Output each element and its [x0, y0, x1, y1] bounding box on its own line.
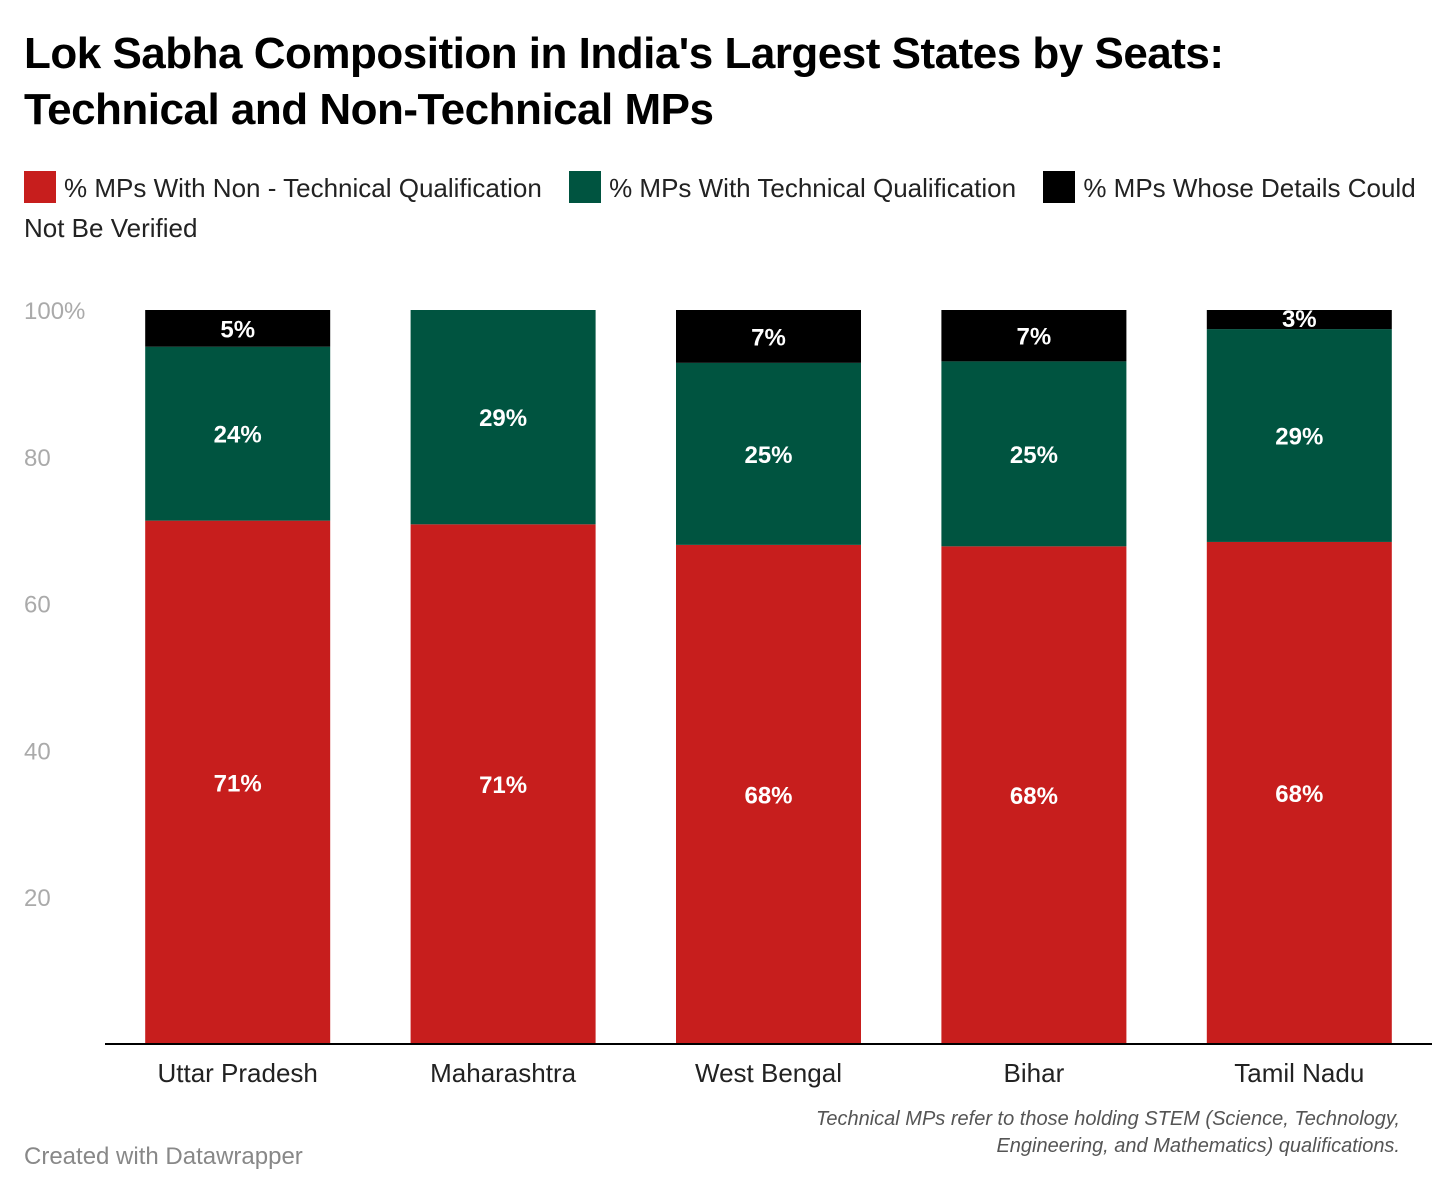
bar-segment	[1206, 310, 1392, 330]
legend-item-technical: % MPs With Technical Qualification	[569, 171, 1017, 203]
bar-segment	[410, 310, 596, 525]
x-tick-label: Uttar Pradesh	[157, 1058, 317, 1088]
data-label: 71%	[214, 770, 262, 797]
data-label: 25%	[744, 442, 792, 469]
x-tick-label: Maharashtra	[430, 1058, 576, 1088]
x-tick-label: Tamil Nadu	[1234, 1058, 1364, 1088]
legend-swatch	[569, 171, 602, 203]
data-label: 68%	[1010, 783, 1058, 810]
chart-title: Lok Sabha Composition in India's Largest…	[24, 29, 1224, 134]
legend-label: % MPs With Technical Qualification	[609, 173, 1017, 203]
bar-segment	[676, 362, 861, 545]
data-label: 24%	[214, 422, 262, 449]
legend-swatch	[1043, 171, 1076, 203]
footnote-line: Technical MPs refer to those holding STE…	[815, 1108, 1400, 1130]
bar-segment	[145, 520, 331, 1044]
bar-segment	[410, 524, 596, 1044]
y-tick-label: 60	[24, 592, 51, 619]
data-label: 71%	[479, 772, 527, 799]
bar-segment	[676, 544, 861, 1044]
x-tick-label: West Bengal	[695, 1058, 842, 1088]
bar-segment	[941, 310, 1127, 362]
bar-segment	[145, 346, 331, 521]
data-label: 68%	[744, 782, 792, 809]
data-label: 68%	[1275, 781, 1323, 808]
data-label: 29%	[479, 405, 527, 432]
data-label: 7%	[1017, 324, 1052, 351]
data-label: 5%	[220, 316, 255, 343]
bar-segment	[941, 361, 1127, 547]
data-label: 29%	[1275, 424, 1323, 451]
bar-segment	[1206, 541, 1392, 1044]
footnote-line: Engineering, and Mathematics) qualificat…	[996, 1135, 1400, 1157]
y-tick-label: 20	[24, 885, 51, 912]
legend-label: % MPs With Non - Technical Qualification	[64, 173, 542, 203]
data-label: 7%	[751, 324, 786, 351]
data-label: 3%	[1282, 306, 1317, 333]
bar-segment	[145, 310, 331, 347]
credit: Created with Datawrapper	[24, 1143, 303, 1170]
bar-segment	[1206, 329, 1392, 542]
x-tick-label: Bihar	[1004, 1058, 1065, 1088]
y-tick-label: 100%	[24, 298, 85, 325]
bar-segment	[676, 310, 861, 363]
bar-segment	[941, 546, 1127, 1044]
legend-item-unverified: % MPs Whose Details Could Not Be Verifie…	[24, 171, 1416, 243]
legend-item-non-technical: % MPs With Non - Technical Qualification	[24, 171, 542, 203]
y-tick-label: 80	[24, 445, 51, 472]
y-tick-label: 40	[24, 738, 51, 765]
legend-label: % MPs Whose Details Could Not Be Verifie…	[24, 173, 1416, 243]
legend-swatch	[24, 171, 56, 203]
data-label: 25%	[1010, 442, 1058, 469]
legend: % MPs With Non - Technical Qualification…	[24, 168, 1434, 248]
footnote: Technical MPs refer to those holding STE…	[700, 1106, 1400, 1160]
